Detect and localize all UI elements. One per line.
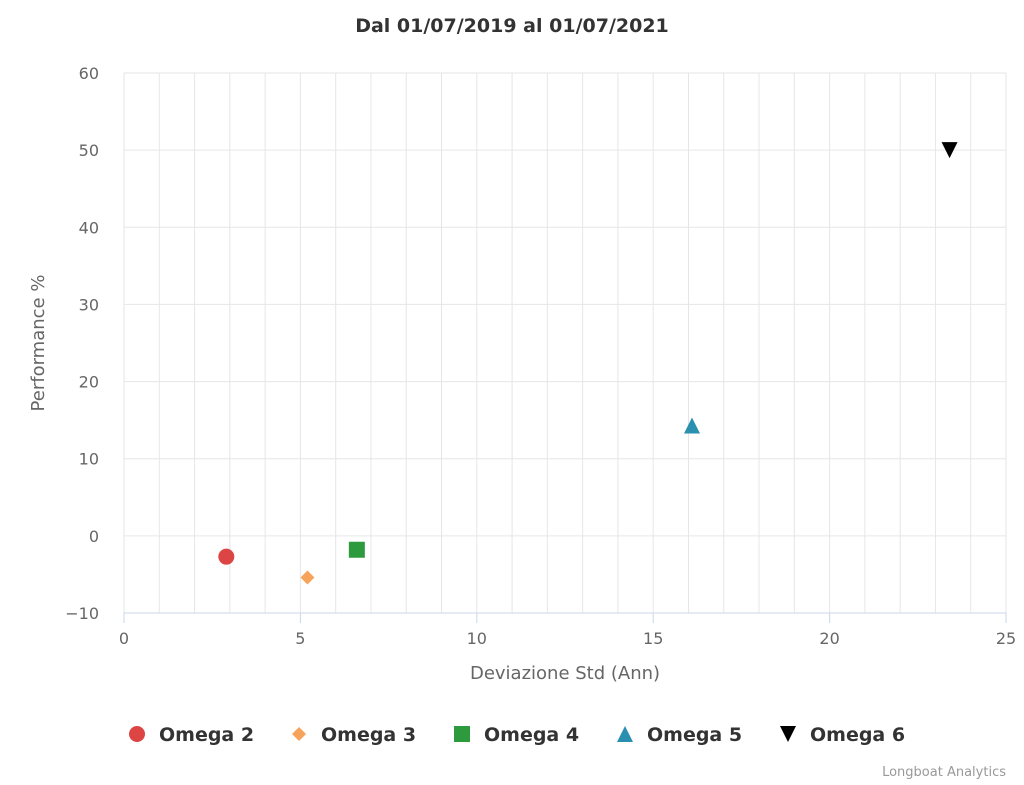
legend-item-omega-2[interactable]: Omega 2 (129, 724, 254, 746)
x-tick-label: 10 (467, 629, 487, 648)
y-tick-label: 10 (79, 450, 99, 469)
x-tick-label: 25 (996, 629, 1016, 648)
legend: Omega 2 Omega 3 Omega 4 Omega 5 Omega 6 (129, 724, 905, 746)
legend-label: Omega 6 (810, 724, 905, 746)
legend-item-omega-3[interactable]: Omega 3 (292, 724, 416, 746)
legend-item-omega-6[interactable]: Omega 6 (780, 724, 905, 746)
y-tick-label: 40 (79, 218, 99, 237)
data-points (218, 142, 958, 585)
legend-label: Omega 5 (647, 724, 742, 746)
point-omega-2 (218, 548, 235, 565)
legend-symbol (129, 726, 145, 742)
legend-label: Omega 3 (321, 724, 416, 746)
y-axis-ticks: −10 0 10 20 30 40 50 60 (65, 64, 99, 623)
y-tick-label: 20 (79, 373, 99, 392)
chart-title: Dal 01/07/2019 al 01/07/2021 (355, 15, 669, 37)
legend-label: Omega 4 (484, 724, 579, 746)
y-tick-label: 30 (79, 295, 99, 314)
point-omega-5 (684, 417, 701, 434)
x-tick-label: 20 (819, 629, 839, 648)
legend-symbol (780, 726, 796, 742)
legend-symbol (292, 727, 306, 741)
y-tick-label: 60 (79, 64, 99, 83)
x-tick-label: 0 (119, 629, 129, 648)
x-axis-ticks: 0 5 10 15 20 25 (119, 613, 1016, 648)
y-tick-label: 50 (79, 141, 99, 160)
y-tick-label: −10 (65, 604, 99, 623)
point-omega-4 (348, 541, 365, 558)
legend-item-omega-4[interactable]: Omega 4 (454, 724, 579, 746)
legend-symbol (617, 726, 633, 742)
point-omega-3 (300, 570, 315, 585)
legend-label: Omega 2 (159, 724, 254, 746)
legend-item-omega-5[interactable]: Omega 5 (617, 724, 742, 746)
x-tick-label: 5 (295, 629, 305, 648)
point-omega-6 (941, 142, 958, 159)
y-tick-label: 0 (89, 527, 99, 546)
legend-symbol (454, 726, 470, 742)
x-axis-title: Deviazione Std (Ann) (470, 663, 660, 684)
credits-link[interactable]: Longboat Analytics (882, 765, 1006, 780)
grid (123, 72, 1007, 614)
y-axis-title: Performance % (28, 275, 49, 412)
x-tick-label: 15 (643, 629, 663, 648)
